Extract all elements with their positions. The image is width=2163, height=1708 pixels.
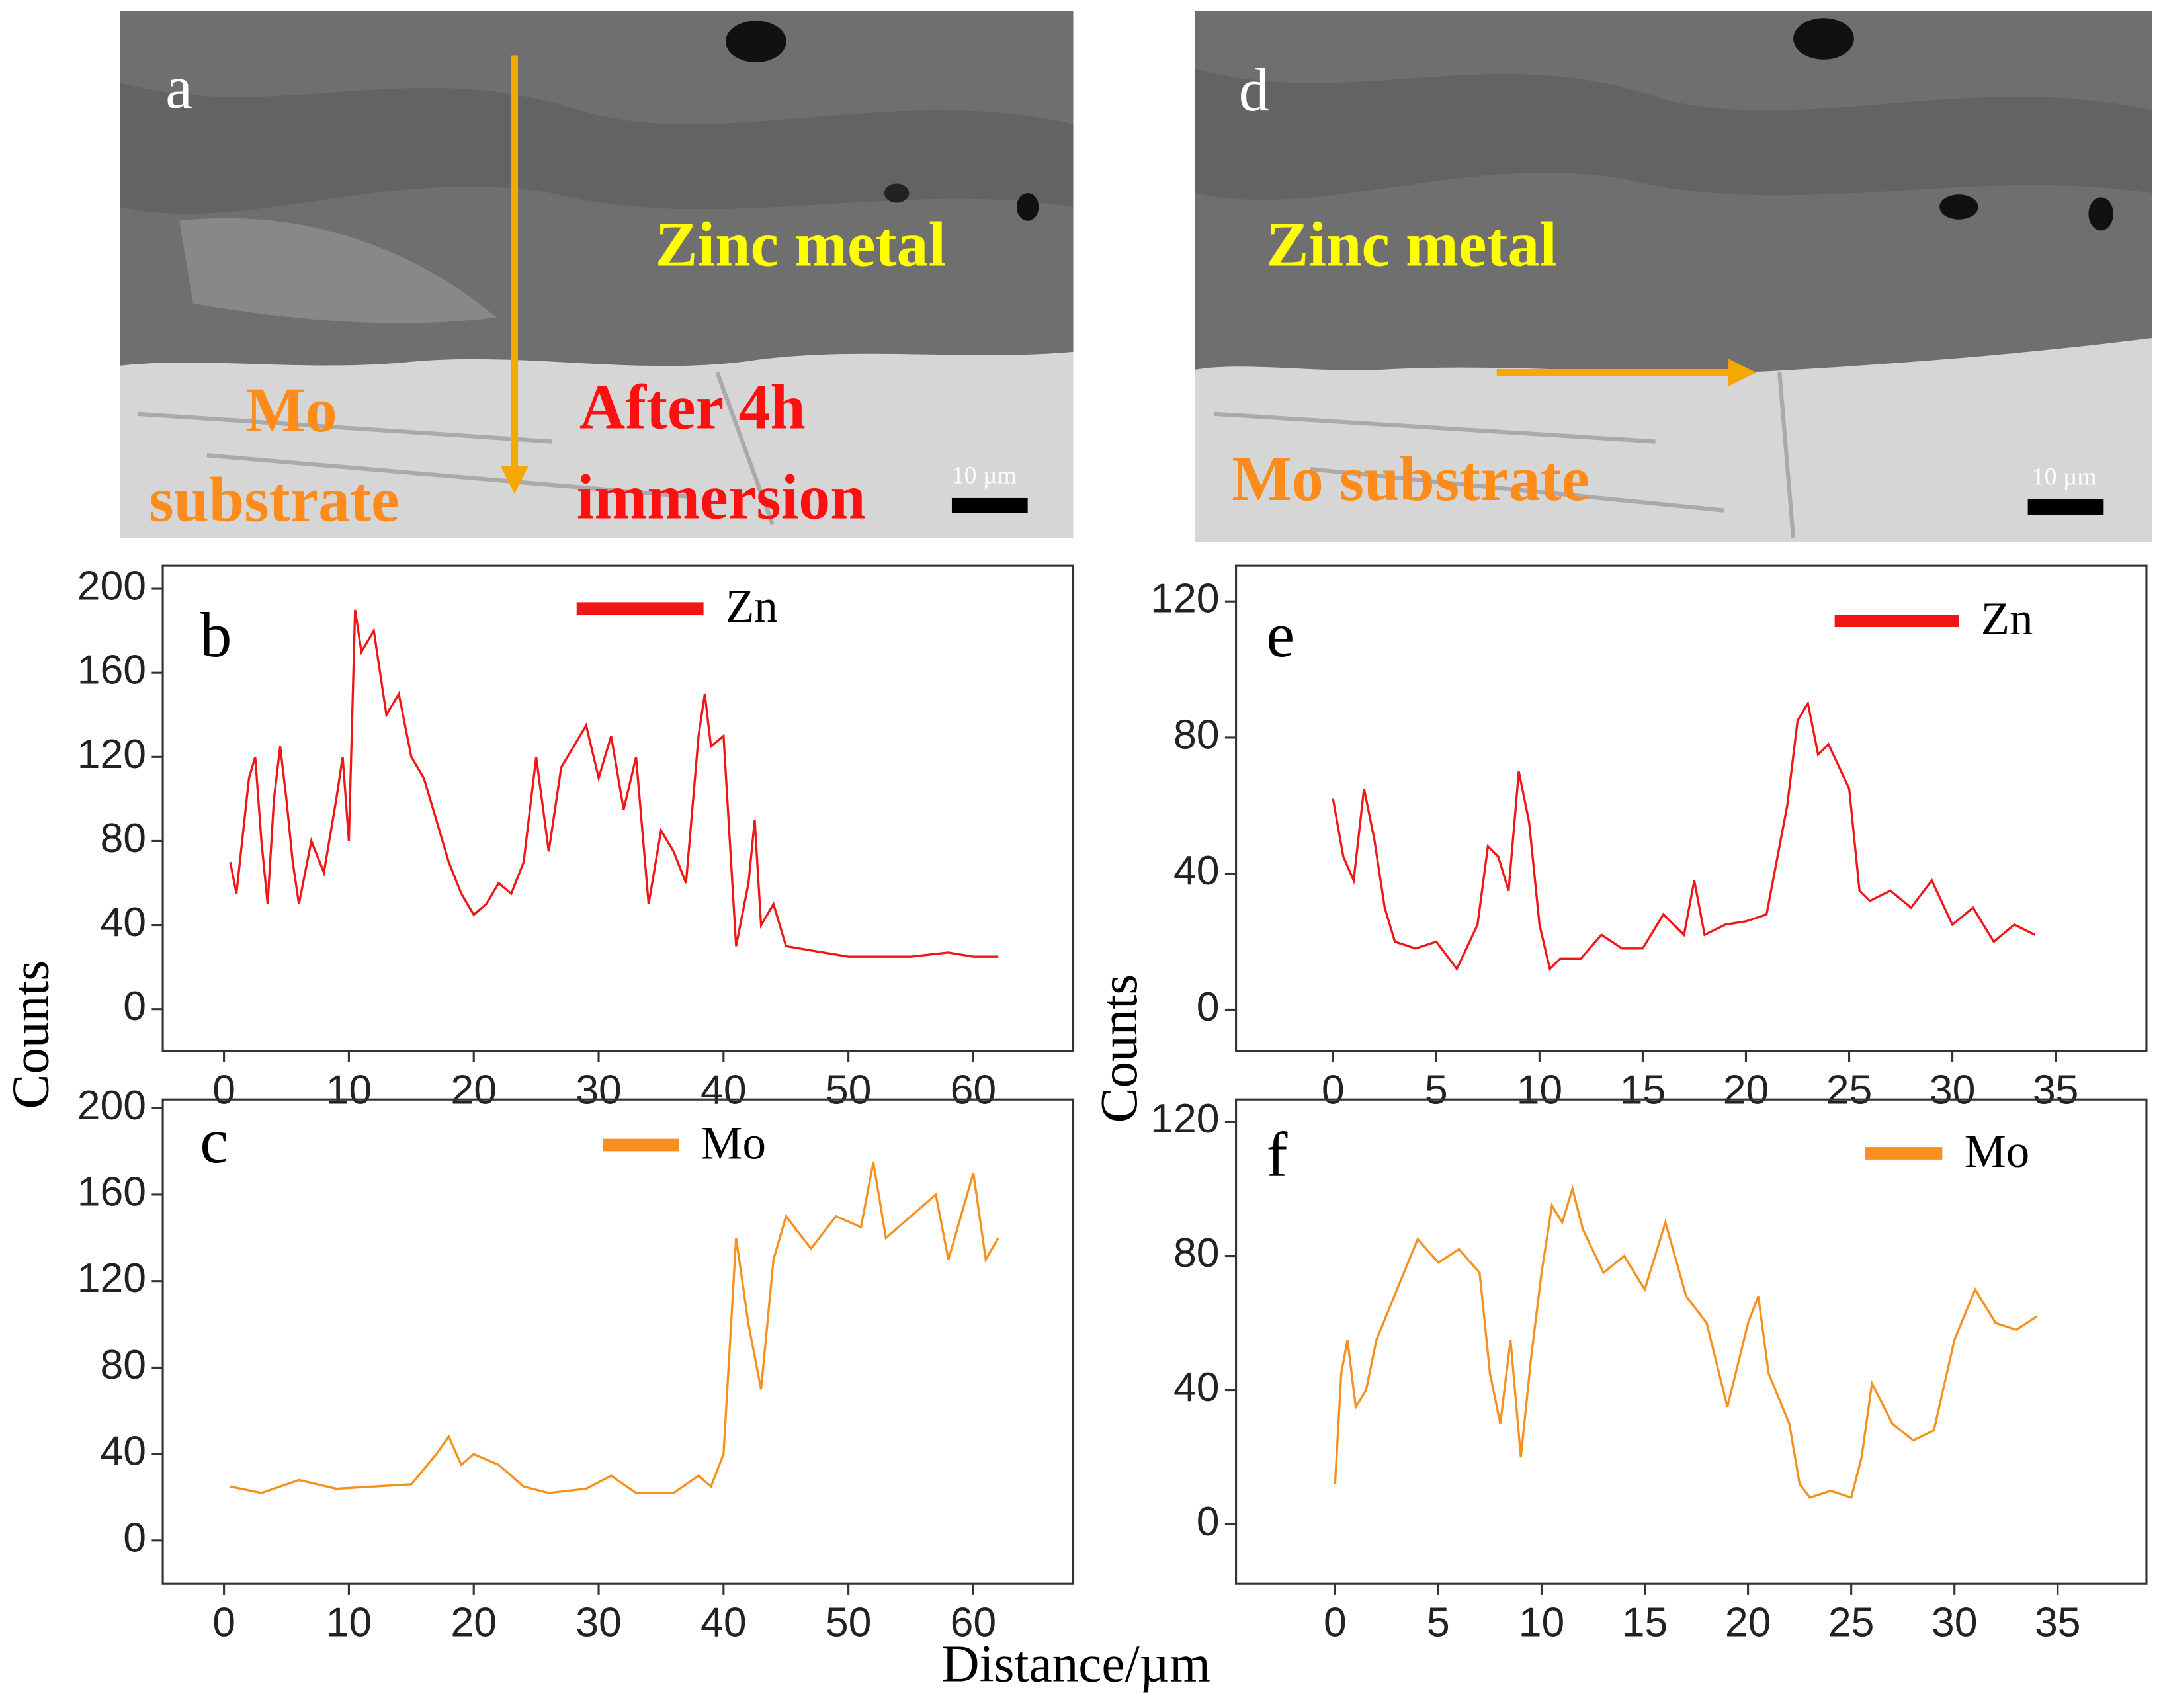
- panel-letter: d: [1239, 56, 1269, 124]
- y-tick-label: 80: [1173, 1230, 1220, 1276]
- y-tick-label: 120: [1150, 576, 1219, 622]
- y-tick-label: 40: [100, 899, 146, 945]
- y-tick-label: 40: [1173, 847, 1220, 894]
- x-tick-label: 30: [575, 1599, 622, 1645]
- x-tick-label: 20: [1723, 1066, 1769, 1113]
- x-tick-label: 30: [575, 1066, 622, 1113]
- y-tick-label: 80: [100, 815, 146, 861]
- y-tick-label: 80: [100, 1342, 146, 1388]
- x-tick-label: 40: [700, 1066, 747, 1113]
- plot-frame: [1235, 564, 2148, 1052]
- y-tick-label: 40: [1173, 1364, 1220, 1410]
- y-tick-label: 0: [123, 1514, 146, 1560]
- x-tick-label: 10: [326, 1599, 372, 1645]
- legend-label: Zn: [1981, 593, 2033, 645]
- x-tick-label: 50: [826, 1066, 872, 1113]
- plot-frame: [161, 1098, 1075, 1585]
- y-tick-label: 200: [77, 1082, 146, 1129]
- x-tick-label: 20: [450, 1599, 497, 1645]
- x-tick-label: 30: [1931, 1599, 1978, 1645]
- x-tick-label: 0: [1324, 1599, 1347, 1645]
- scale-bar: [951, 497, 1028, 513]
- y-axis-label: Counts: [1, 961, 60, 1109]
- x-tick-label: 20: [1725, 1599, 1771, 1645]
- image-label: Zinc metal: [656, 210, 947, 280]
- x-tick-label: 0: [212, 1599, 235, 1645]
- y-tick-label: 120: [77, 1255, 146, 1301]
- legend-label: Mo: [700, 1117, 765, 1169]
- panel-letter: a: [165, 54, 192, 121]
- panel-letter: f: [1266, 1120, 1287, 1190]
- x-tick-label: 15: [1622, 1599, 1668, 1645]
- scale-bar-label: 10 µm: [2032, 463, 2097, 490]
- x-tick-label: 60: [951, 1066, 997, 1113]
- y-tick-label: 160: [77, 1169, 146, 1215]
- legend-label: Mo: [1965, 1126, 2029, 1177]
- x-tick-label: 5: [1427, 1599, 1450, 1645]
- y-tick-label: 120: [1150, 1095, 1219, 1142]
- x-tick-label: 60: [951, 1599, 997, 1645]
- image-label: immersion: [577, 462, 866, 532]
- image-label: After 4h: [579, 372, 806, 443]
- panel-letter: b: [200, 600, 232, 670]
- image-label: substrate: [149, 464, 399, 534]
- data-line: [1334, 1184, 2038, 1500]
- x-axis-label: Distance/µm: [941, 1635, 1210, 1693]
- y-tick-label: 160: [77, 647, 146, 693]
- y-tick-label: 0: [1197, 1498, 1220, 1545]
- data-line: [1332, 700, 2036, 971]
- sem-image-a: a Zinc metal Mo substrate After 4h immer…: [120, 11, 1074, 538]
- arrow-head: [1728, 359, 1756, 387]
- x-tick-label: 25: [1826, 1066, 1873, 1113]
- y-tick-label: 120: [77, 731, 146, 777]
- x-tick-label: 10: [1519, 1599, 1565, 1645]
- y-tick-label: 200: [77, 563, 146, 609]
- data-line: [229, 609, 999, 958]
- x-tick-label: 10: [326, 1066, 372, 1113]
- x-tick-label: 30: [1930, 1066, 1976, 1113]
- data-line: [230, 1162, 999, 1494]
- plot-frame: [1235, 1098, 2148, 1585]
- y-tick-label: 80: [1173, 711, 1220, 757]
- x-tick-label: 20: [450, 1066, 497, 1113]
- scale-bar: [2027, 499, 2104, 515]
- image-label: Mo: [245, 375, 337, 445]
- x-tick-label: 35: [2033, 1066, 2079, 1113]
- sem-image-d: d Zinc metal Mo substrate 10 µm: [1016, 11, 2152, 542]
- image-label: Zinc metal: [1266, 210, 1557, 280]
- legend-label: Zn: [726, 581, 778, 632]
- x-tick-label: 35: [2035, 1599, 2081, 1645]
- y-tick-label: 0: [123, 983, 146, 1029]
- panel-letter: e: [1266, 600, 1294, 670]
- x-tick-label: 5: [1425, 1066, 1448, 1113]
- y-tick-label: 40: [100, 1428, 146, 1474]
- y-axis-label: Counts: [1090, 974, 1148, 1123]
- x-tick-label: 0: [212, 1066, 235, 1113]
- x-tick-label: 15: [1620, 1066, 1666, 1113]
- plot-frame: [161, 564, 1075, 1052]
- x-tick-label: 10: [1517, 1066, 1563, 1113]
- image-label: Mo substrate: [1232, 444, 1590, 514]
- scale-bar-label: 10 µm: [952, 462, 1017, 489]
- y-tick-label: 0: [1197, 984, 1220, 1030]
- x-tick-label: 40: [700, 1599, 747, 1645]
- x-tick-label: 50: [826, 1599, 872, 1645]
- x-tick-label: 0: [1322, 1066, 1345, 1113]
- x-tick-label: 25: [1828, 1599, 1875, 1645]
- panel-letter: c: [200, 1106, 228, 1176]
- arrow-head: [501, 466, 529, 494]
